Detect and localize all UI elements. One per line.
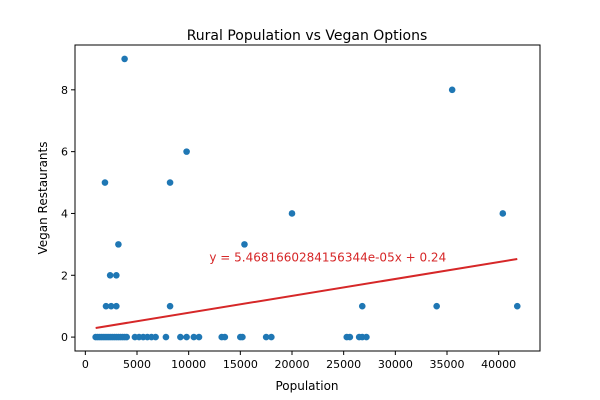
data-point-26 [195, 333, 203, 341]
data-point-22 [162, 333, 170, 341]
trendline-equation: y = 5.4681660284156344e-05x + 0.24 [209, 250, 446, 264]
x-tick-label-4: 20000 [275, 358, 310, 371]
data-point-37 [363, 333, 370, 341]
data-point-44 [513, 302, 521, 310]
data-point-30 [239, 333, 246, 341]
data-point-50 [499, 210, 507, 217]
data-point-48 [241, 241, 248, 248]
data-point-32 [268, 333, 275, 341]
data-point-45 [106, 271, 114, 279]
data-point-54 [448, 86, 456, 94]
data-point-24 [183, 333, 190, 341]
data-point-49 [288, 210, 296, 217]
data-point-39 [107, 302, 115, 310]
data-point-15 [123, 333, 130, 341]
x-tick-label-2: 10000 [171, 358, 206, 371]
data-point-52 [166, 179, 174, 186]
data-point-41 [166, 302, 174, 310]
trendline [95, 258, 518, 329]
data-point-47 [115, 241, 122, 248]
data-point-55 [121, 55, 128, 63]
data-point-46 [113, 271, 120, 279]
data-point-38 [102, 302, 110, 310]
y-axis: 0 2 4 6 8 [61, 84, 75, 344]
data-point-28 [221, 333, 229, 341]
x-tick-label-3: 15000 [223, 358, 258, 371]
x-axis-label: Population [275, 379, 338, 393]
y-tick-label-3: 6 [61, 146, 68, 159]
data-point-34 [346, 333, 354, 341]
x-axis: 0 5000 10000 15000 20000 25000 30000 35000 40000 [82, 351, 516, 371]
data-point-42 [358, 302, 366, 310]
data-point-21 [152, 333, 159, 341]
x-tick-label-1: 5000 [123, 358, 151, 371]
data-point-25 [190, 333, 198, 341]
data-point-31 [262, 333, 270, 341]
data-point-23 [177, 333, 184, 341]
y-tick-label-1: 2 [61, 269, 68, 282]
data-point-43 [433, 302, 440, 310]
y-tick-label-4: 8 [61, 84, 68, 97]
plot-area: y = 5.4681660284156344e-05x + 0.24 [92, 55, 521, 341]
x-tick-label-5: 25000 [326, 358, 361, 371]
y-tick-label-2: 4 [61, 207, 68, 220]
y-tick-label-0: 0 [61, 331, 68, 344]
data-point-40 [113, 302, 120, 310]
axes-frame [74, 44, 541, 352]
y-axis-label: Vegan Restaurants [36, 142, 50, 255]
data-point-51 [101, 179, 109, 186]
x-tick-label-7: 35000 [430, 358, 465, 371]
x-tick-label-6: 30000 [378, 358, 413, 371]
x-tick-label-0: 0 [82, 358, 89, 371]
data-point-53 [183, 148, 190, 155]
x-tick-label-8: 40000 [481, 358, 516, 371]
chart-title: Rural Population vs Vegan Options [187, 28, 428, 44]
